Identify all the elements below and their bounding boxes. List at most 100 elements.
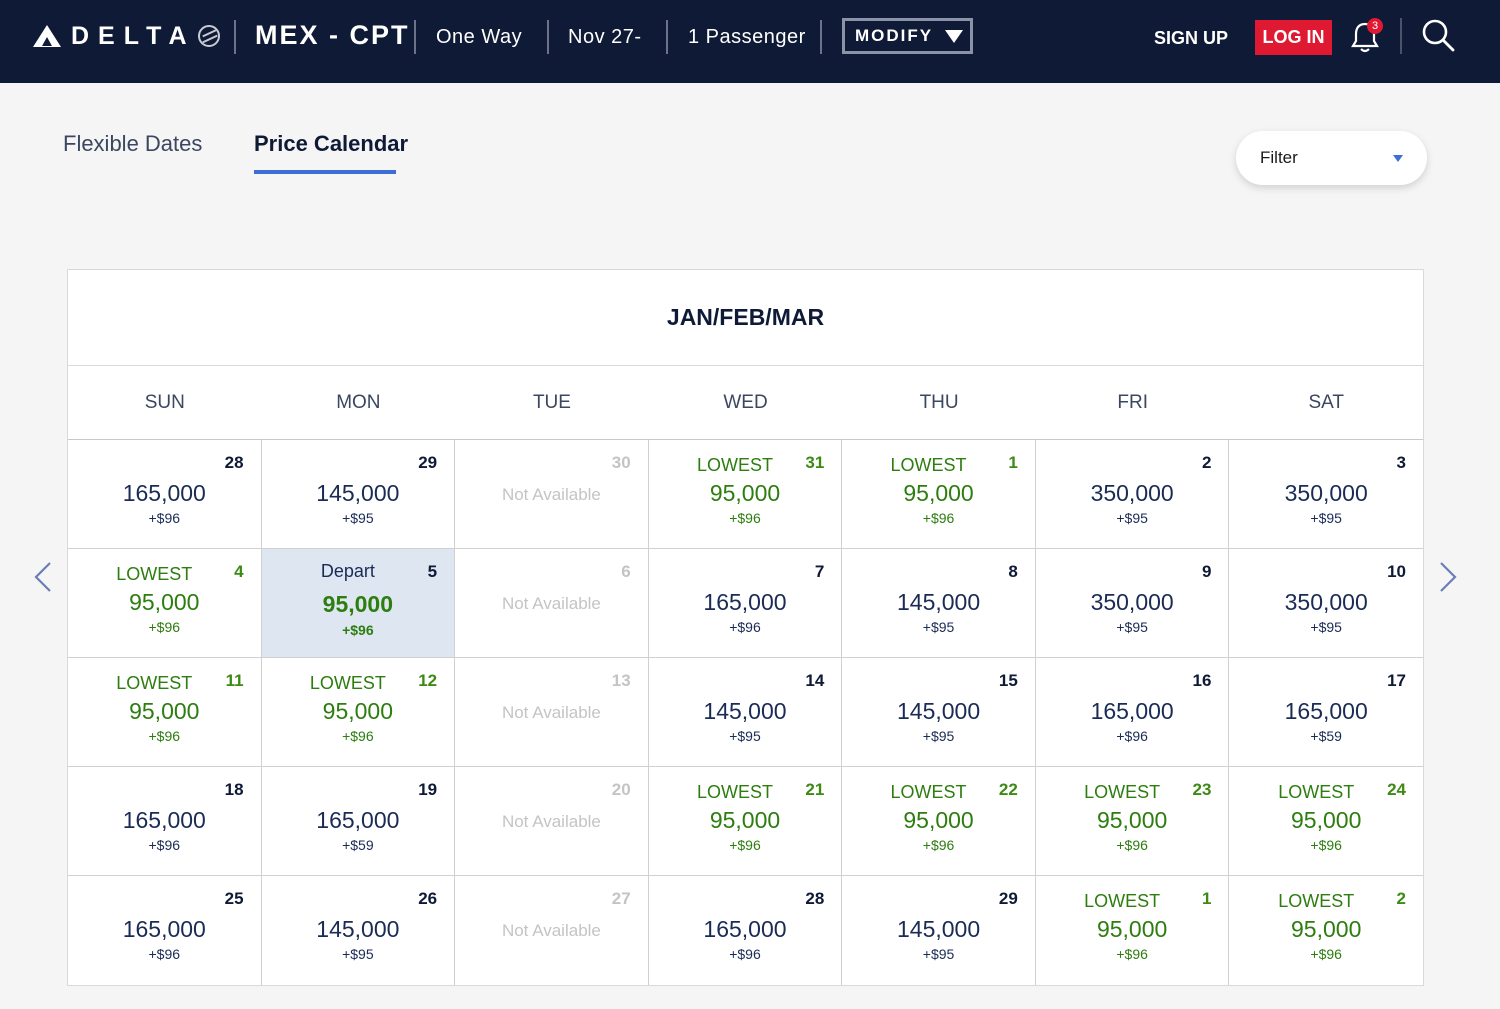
calendar-day-cell[interactable]: 28 165,000 +$96	[68, 440, 262, 549]
taxes-fees: +$95	[922, 728, 955, 744]
lowest-price-tag: LOWEST	[1084, 782, 1161, 802]
top-navigation-bar: DELTA MEX - CPT One Way Nov 27- 1 Passen…	[0, 0, 1500, 83]
miles-price: 350,000	[1284, 589, 1368, 615]
miles-price: 145,000	[703, 698, 787, 724]
calendar-day-cell[interactable]: LOWEST 1 95,000 +$96	[1035, 876, 1230, 985]
miles-price: 165,000	[1284, 698, 1368, 724]
calendar-day-cell[interactable]: 7 165,000 +$96	[648, 549, 843, 658]
taxes-fees: +$95	[342, 946, 374, 962]
tab-price-calendar[interactable]: Price Calendar	[254, 131, 409, 156]
taxes-fees: +$96	[148, 728, 181, 744]
miles-price: 95,000	[903, 807, 974, 833]
trip-type-label: One Way	[436, 26, 523, 48]
day-number: 1	[1008, 453, 1018, 472]
lowest-price-tag: LOWEST	[309, 673, 386, 693]
miles-price: 350,000	[1090, 480, 1174, 506]
calendar-day-cell[interactable]: LOWEST 24 95,000 +$96	[1229, 767, 1423, 876]
previous-month-button[interactable]	[32, 560, 54, 594]
day-number: 7	[814, 562, 825, 581]
not-available-label: Not Available	[501, 703, 601, 722]
lowest-price-tag: LOWEST	[1084, 891, 1161, 911]
calendar-day-cell[interactable]: 16 165,000 +$96	[1035, 658, 1230, 767]
skyteam-globe-icon	[197, 25, 220, 47]
notifications-button[interactable]: 3	[1350, 18, 1384, 56]
miles-price: 95,000	[709, 480, 781, 506]
taxes-fees: +$96	[1116, 946, 1148, 962]
miles-price: 165,000	[703, 916, 787, 942]
miles-price: 145,000	[896, 916, 981, 942]
weekday-header-row: SUN MON TUE WED THU FRI SAT	[68, 366, 1423, 440]
calendar-day-cell[interactable]: LOWEST 4 95,000 +$96	[68, 549, 262, 658]
calendar-day-cell[interactable]: LOWEST 2 95,000 +$96	[1229, 876, 1423, 985]
calendar-day-cell[interactable]: LOWEST 1 95,000 +$96	[842, 440, 1036, 549]
day-number: 14	[805, 671, 825, 690]
passengers-label: 1 Passenger	[688, 26, 806, 48]
modify-search-button[interactable]: MODIFY	[842, 18, 973, 54]
calendar-day-cell[interactable]: LOWEST 31 95,000 +$96	[648, 440, 843, 549]
day-number: 6	[621, 562, 631, 581]
calendar-day-cell[interactable]: 10 350,000 +$95	[1229, 549, 1423, 658]
day-number: 18	[224, 780, 244, 799]
calendar-day-cell[interactable]: LOWEST 11 95,000 +$96	[68, 658, 262, 767]
calendar-day-cell[interactable]: 17 165,000 +$59	[1229, 658, 1423, 767]
miles-price: 95,000	[1291, 916, 1362, 942]
modify-label: MODIFY	[855, 26, 934, 45]
day-number: 28	[805, 889, 825, 908]
log-in-button[interactable]: LOG IN	[1255, 20, 1332, 55]
taxes-fees: +$96	[1310, 946, 1342, 962]
miles-price: 95,000	[1096, 916, 1168, 942]
day-number: 2	[1396, 889, 1406, 908]
search-button[interactable]	[1421, 18, 1455, 52]
calendar-day-cell[interactable]: 29 145,000 +$95	[842, 876, 1036, 985]
day-number: 22	[998, 780, 1018, 799]
calendar-day-cell: 30 Not Available	[455, 440, 649, 549]
calendar-day-cell[interactable]: LOWEST 23 95,000 +$96	[1035, 767, 1230, 876]
calendar-day-cell: 20 Not Available	[455, 767, 649, 876]
day-number: 3	[1396, 453, 1406, 472]
calendar-day-cell[interactable]: LOWEST 21 95,000 +$96	[648, 767, 843, 876]
day-number: 17	[1387, 671, 1406, 690]
depart-tag: Depart	[320, 561, 375, 581]
taxes-fees: +$95	[922, 946, 955, 962]
header-divider	[666, 20, 668, 54]
sign-up-link[interactable]: SIGN UP	[1154, 28, 1229, 48]
calendar-day-cell[interactable]: 9 350,000 +$95	[1035, 549, 1230, 658]
calendar-day-cell[interactable]: 18 165,000 +$96	[68, 767, 262, 876]
chevron-left-icon	[34, 562, 51, 592]
calendar-day-cell[interactable]: 28 165,000 +$96	[648, 876, 843, 985]
calendar-day-cell: 27 Not Available	[455, 876, 649, 985]
miles-price: 95,000	[129, 589, 200, 615]
taxes-fees: +$96	[342, 728, 374, 744]
delta-logo[interactable]: DELTA	[33, 22, 220, 50]
lowest-price-tag: LOWEST	[1278, 782, 1355, 802]
next-month-button[interactable]	[1437, 560, 1459, 594]
calendar-day-cell[interactable]: LOWEST 22 95,000 +$96	[842, 767, 1036, 876]
day-number: 2	[1201, 453, 1212, 472]
taxes-fees: +$59	[1310, 728, 1342, 744]
calendar-day-cell[interactable]: 14 145,000 +$95	[648, 658, 843, 767]
tab-flexible-dates[interactable]: Flexible Dates	[63, 131, 203, 156]
taxes-fees: +$96	[922, 837, 955, 853]
header-divider	[547, 20, 549, 54]
filter-dropdown[interactable]: Filter	[1236, 131, 1427, 185]
not-available-label: Not Available	[501, 921, 601, 940]
calendar-day-cell[interactable]: Depart 5 95,000 +$96	[261, 549, 456, 658]
taxes-fees: +$95	[729, 728, 761, 744]
calendar-day-grid: 28 165,000 +$96 29 145,000 +$95 30 Not Availabl…	[68, 440, 1423, 985]
calendar-day-cell[interactable]: 19 165,000 +$59	[261, 767, 456, 876]
calendar-day-cell[interactable]: LOWEST 12 95,000 +$96	[261, 658, 456, 767]
taxes-fees: +$95	[1310, 510, 1342, 526]
calendar-day-cell[interactable]: 15 145,000 +$95	[842, 658, 1036, 767]
calendar-day-cell[interactable]: 3 350,000 +$95	[1229, 440, 1423, 549]
calendar-day-cell[interactable]: 8 145,000 +$95	[842, 549, 1036, 658]
day-number: 20	[611, 780, 631, 799]
calendar-day-cell[interactable]: 26 145,000 +$95	[261, 876, 456, 985]
day-number: 16	[1192, 671, 1212, 690]
miles-price: 95,000	[709, 807, 781, 833]
calendar-day-cell[interactable]: 29 145,000 +$95	[261, 440, 456, 549]
calendar-day-cell[interactable]: 25 165,000 +$96	[68, 876, 262, 985]
day-number: 26	[418, 889, 438, 908]
calendar-day-cell[interactable]: 2 350,000 +$95	[1035, 440, 1230, 549]
day-number: 1	[1201, 889, 1212, 908]
delta-widget-icon	[33, 25, 61, 47]
